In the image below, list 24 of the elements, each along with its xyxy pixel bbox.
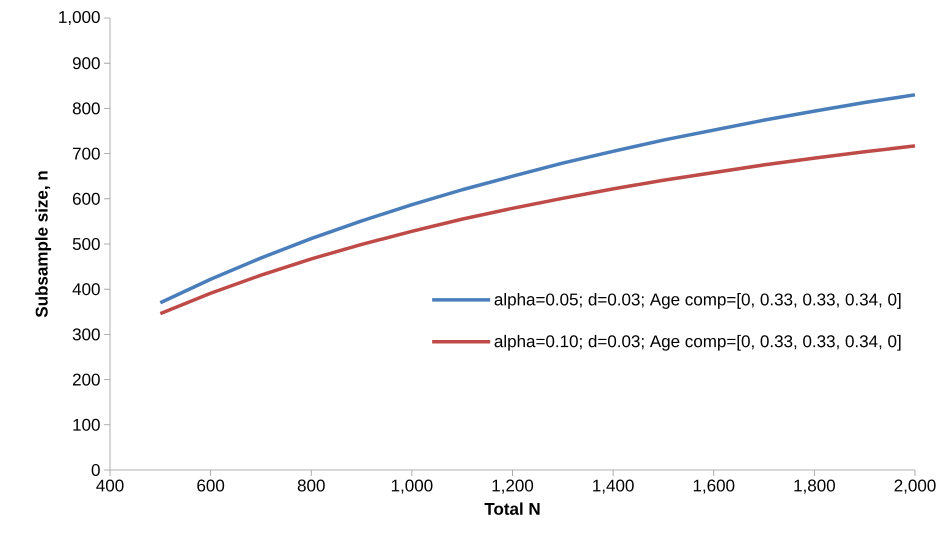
y-tick-label: 500 (72, 238, 100, 250)
x-axis-title: Total N (484, 502, 540, 515)
x-tick-label: 1,600 (694, 480, 734, 494)
legend-label: alpha=0.05; d=0.03; Age comp=[0, 0.33, 0.33, 0.34, 0] (494, 293, 900, 309)
y-tick-label: 800 (72, 102, 100, 114)
x-tick-label: 2,000 (894, 480, 936, 494)
y-tick-label: 600 (72, 192, 100, 205)
y-tick-label: 700 (72, 148, 100, 160)
y-tick-label: 900 (72, 57, 100, 70)
x-tick-label: 800 (298, 480, 325, 492)
y-tick-label: 200 (72, 374, 100, 386)
y-tick-label: 0 (92, 464, 100, 476)
x-tick-label: 1,200 (492, 480, 534, 494)
x-tick-label: 1,400 (593, 480, 634, 494)
x-tick-label: 1,000 (392, 480, 432, 494)
y-axis-title: Subsample size, n (35, 171, 52, 318)
y-tick-label: 100 (73, 418, 100, 431)
x-tick-label: 1,800 (794, 480, 835, 494)
y-tick-label: 1,000 (59, 10, 100, 26)
x-tick-label: 600 (197, 480, 224, 492)
legend-label: alpha=0.10; d=0.03; Age comp=[0, 0.33, 0.33, 0.34, 0] (494, 334, 900, 351)
y-tick-label: 300 (72, 328, 100, 340)
x-tick-label: 400 (96, 480, 124, 492)
y-tick-label: 400 (72, 283, 100, 296)
